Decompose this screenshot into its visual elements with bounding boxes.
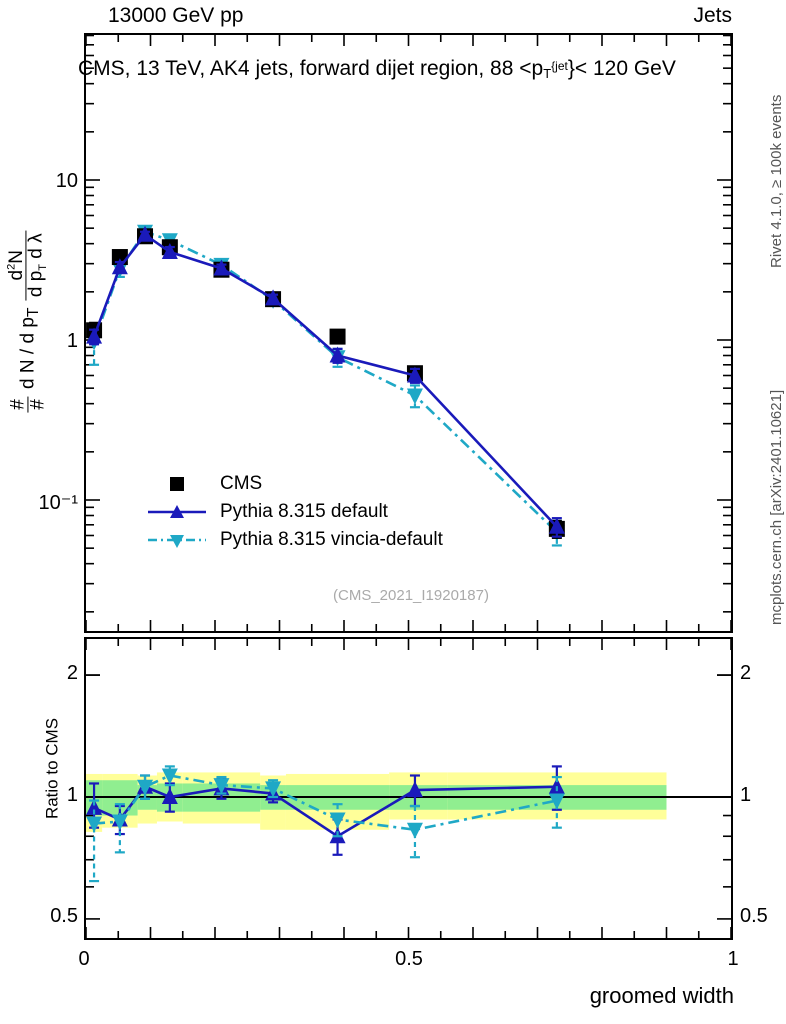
main-ytick-label-1: 1 [66,330,78,352]
y-axis-fraction-left: # # [7,396,49,413]
legend-label-pythia-vincia: Pythia 8.315 vincia-default [220,529,443,550]
header-beam-energy: 13000 GeV pp [108,4,244,27]
analysis-id-watermark: (CMS_2021_I1920187) [333,587,489,604]
plot-title-sup: {jet [551,59,568,73]
ratio-ytick-label-0.5-right: 0.5 [740,905,768,927]
d-term: d [5,269,27,281]
xtick-label-1: 1 [727,948,739,970]
legend: CMS Pythia 8.315 default Pythia 8.315 vi… [148,470,443,554]
n-term: N [5,250,27,264]
ratio-ytick-label-1-right: 1 [740,784,752,806]
plot-title-post: }< 120 GeV [567,57,676,80]
hash-symbol-1: # [7,399,29,410]
plot-title-sub: T [543,66,552,81]
x-axis-title: groomed width [589,983,734,1008]
dlambda-term: d λ [25,233,47,259]
rivet-version-note: Rivet 4.1.0, ≥ 100k events [768,94,785,268]
dn-term: d N [17,359,39,389]
xtick-label-0.5: 0.5 [395,948,423,970]
ratio-y-axis-title: Ratio to CMS [42,717,62,820]
legend-key-pythia-default [148,502,206,522]
y-axis-fraction-right: d2N d pT d λ [5,230,50,301]
legend-line-dashdot-icon [148,535,206,548]
ratio-ytick-label-2-left: 2 [66,662,78,684]
subscript-t-2: T [37,263,50,271]
header-analysis-category: Jets [693,4,732,27]
legend-key-pythia-vincia [148,530,206,550]
plot-title: CMS, 13 TeV, AK4 jets, forward dijet reg… [78,58,676,80]
superscript-2: 2 [5,263,18,270]
legend-item-cms[interactable]: CMS [148,470,443,498]
dpt-term-2: d p [25,270,47,298]
subscript-t-1: T [24,307,42,318]
main-ytick-label-0.1: 10⁻¹ [38,492,78,514]
legend-label-cms: CMS [220,473,263,494]
plot-title-pre: CMS, 13 TeV, AK4 jets, forward dijet reg… [78,57,544,80]
legend-item-pythia-vincia[interactable]: Pythia 8.315 vincia-default [148,526,443,554]
hash-symbol-2: # [27,399,49,410]
legend-line-solid-icon [148,505,206,518]
ratio-ytick-label-2-right: 2 [740,662,752,684]
square-marker-icon [170,477,184,491]
ratio-plot-canvas [86,639,731,938]
main-plot-canvas [86,35,731,631]
main-ytick-label-10: 10 [55,170,78,192]
legend-item-pythia-default[interactable]: Pythia 8.315 default [148,498,443,526]
ratio-ytick-label-0.5-left: 0.5 [50,905,78,927]
legend-label-pythia-default: Pythia 8.315 default [220,501,388,522]
xtick-label-0: 0 [78,948,90,970]
ratio-plot-panel [84,637,733,940]
legend-key-cms [148,474,206,494]
ratio-ytick-label-1-left: 1 [66,784,78,806]
mcplots-source-note: mcplots.cern.ch [arXiv:2401.10621] [768,389,785,625]
main-plot-panel [84,33,733,633]
